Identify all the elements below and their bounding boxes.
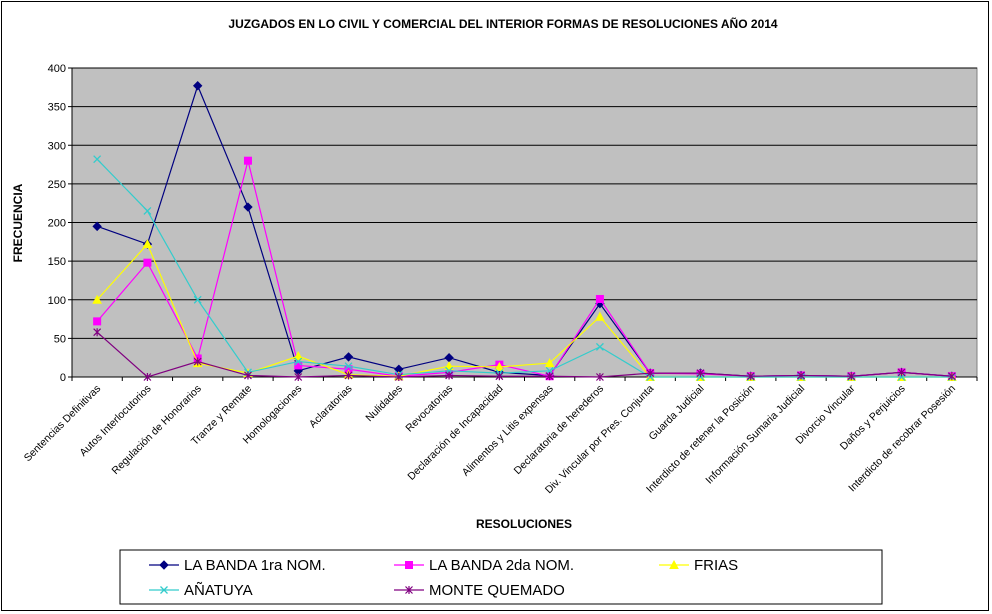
data-point — [646, 369, 655, 378]
x-tick-label: Regulación de Honorarios — [109, 383, 203, 477]
chart-title: JUZGADOS EN LO CIVIL Y COMERCIAL DEL INT… — [228, 16, 778, 31]
data-point — [343, 352, 354, 362]
data-point — [243, 202, 253, 212]
y-tick-label: 350 — [48, 102, 66, 114]
data-point — [595, 311, 605, 321]
legend-label: LA BANDA 2da NOM. — [429, 557, 574, 574]
data-point — [746, 372, 755, 381]
x-tick-label: Nulidades — [363, 383, 405, 425]
y-axis-title: FRECUENCIA — [11, 183, 25, 262]
x-tick-label: Declaratoria de herederos — [512, 383, 606, 477]
data-point — [394, 373, 403, 381]
data-point — [445, 371, 454, 380]
data-point — [92, 294, 102, 304]
data-point — [93, 328, 102, 337]
x-tick-label: Interdicto de retener la Posición — [644, 383, 757, 496]
y-tick-label: 100 — [48, 295, 66, 307]
data-point — [93, 317, 102, 326]
legend-label: MONTE QUEMADO — [429, 582, 565, 599]
data-point — [444, 361, 454, 371]
data-point — [142, 239, 153, 249]
legend-marker — [160, 586, 168, 594]
legend-marker — [159, 560, 169, 570]
legend-label: AÑATUYA — [184, 582, 253, 599]
data-point — [193, 295, 202, 304]
data-point — [294, 361, 303, 370]
legend-item: FRIAS — [659, 557, 738, 574]
data-point — [344, 371, 353, 380]
data-point — [595, 373, 604, 381]
data-point — [947, 372, 956, 381]
x-tick-label: Aclaratorias — [307, 383, 355, 431]
data-point — [294, 373, 303, 381]
data-point — [143, 258, 152, 267]
x-tick-label: Div. Vincular por Pres. Conjunta — [543, 383, 657, 497]
x-tick-label: Revocatorias — [403, 383, 455, 435]
x-tick-label: Declaración de Incapacidad — [405, 383, 505, 483]
data-point — [696, 369, 705, 378]
data-point — [595, 342, 604, 351]
series-4 — [93, 328, 956, 381]
legend-marker — [405, 561, 413, 569]
y-tick-label: 150 — [48, 256, 66, 268]
series-line — [96, 331, 952, 378]
data-point — [495, 372, 504, 381]
data-point — [797, 371, 805, 380]
y-tick-label: 200 — [48, 218, 66, 230]
gridlines — [72, 67, 977, 339]
legend-item: AÑATUYA — [149, 582, 253, 599]
data-point — [243, 156, 252, 165]
legend-label: FRIAS — [694, 557, 738, 574]
x-axis-title: RESOLUCIONES — [476, 517, 572, 531]
y-tick-label: 0 — [60, 372, 66, 384]
y-tick-label: 250 — [48, 179, 66, 191]
x-tick-label: Información Sumaria Judicial — [703, 383, 807, 487]
y-axis: 0 50 100 150 200 250 300 350 400 — [48, 63, 73, 384]
data-point — [344, 362, 353, 371]
legend-marker — [669, 559, 679, 569]
legend: LA BANDA 1ra NOM. LA BANDA 2da NOM. FRIAS A… — [149, 557, 738, 599]
data-point — [92, 221, 102, 232]
data-point — [294, 357, 303, 366]
data-point — [897, 368, 906, 377]
legend-item: LA BANDA 1ra NOM. — [149, 557, 326, 574]
data-point — [93, 155, 102, 164]
data-point — [847, 372, 856, 381]
data-point — [595, 294, 604, 303]
data-point — [293, 351, 304, 361]
data-point — [244, 371, 252, 380]
y-tick-label: 50 — [54, 333, 66, 345]
data-point — [143, 373, 152, 381]
y-tick-label: 400 — [48, 63, 66, 75]
legend-box — [119, 549, 883, 605]
legend-item: LA BANDA 2da NOM. — [394, 557, 574, 574]
legend-item: MONTE QUEMADO — [394, 582, 565, 599]
legend-marker — [405, 586, 413, 594]
y-tick-label: 300 — [48, 140, 66, 152]
legend-label: LA BANDA 1ra NOM. — [184, 557, 326, 574]
series-group — [92, 81, 957, 381]
x-tick-label: Alimentos y Litis expensas — [460, 383, 556, 479]
data-point — [143, 206, 152, 215]
series-line — [96, 158, 952, 378]
data-point — [494, 361, 505, 371]
data-point — [545, 372, 554, 381]
x-tick-label: Interdicto de recobrar Posesión — [846, 383, 958, 495]
data-point — [193, 357, 202, 366]
data-point — [544, 358, 555, 368]
data-point — [192, 81, 203, 91]
